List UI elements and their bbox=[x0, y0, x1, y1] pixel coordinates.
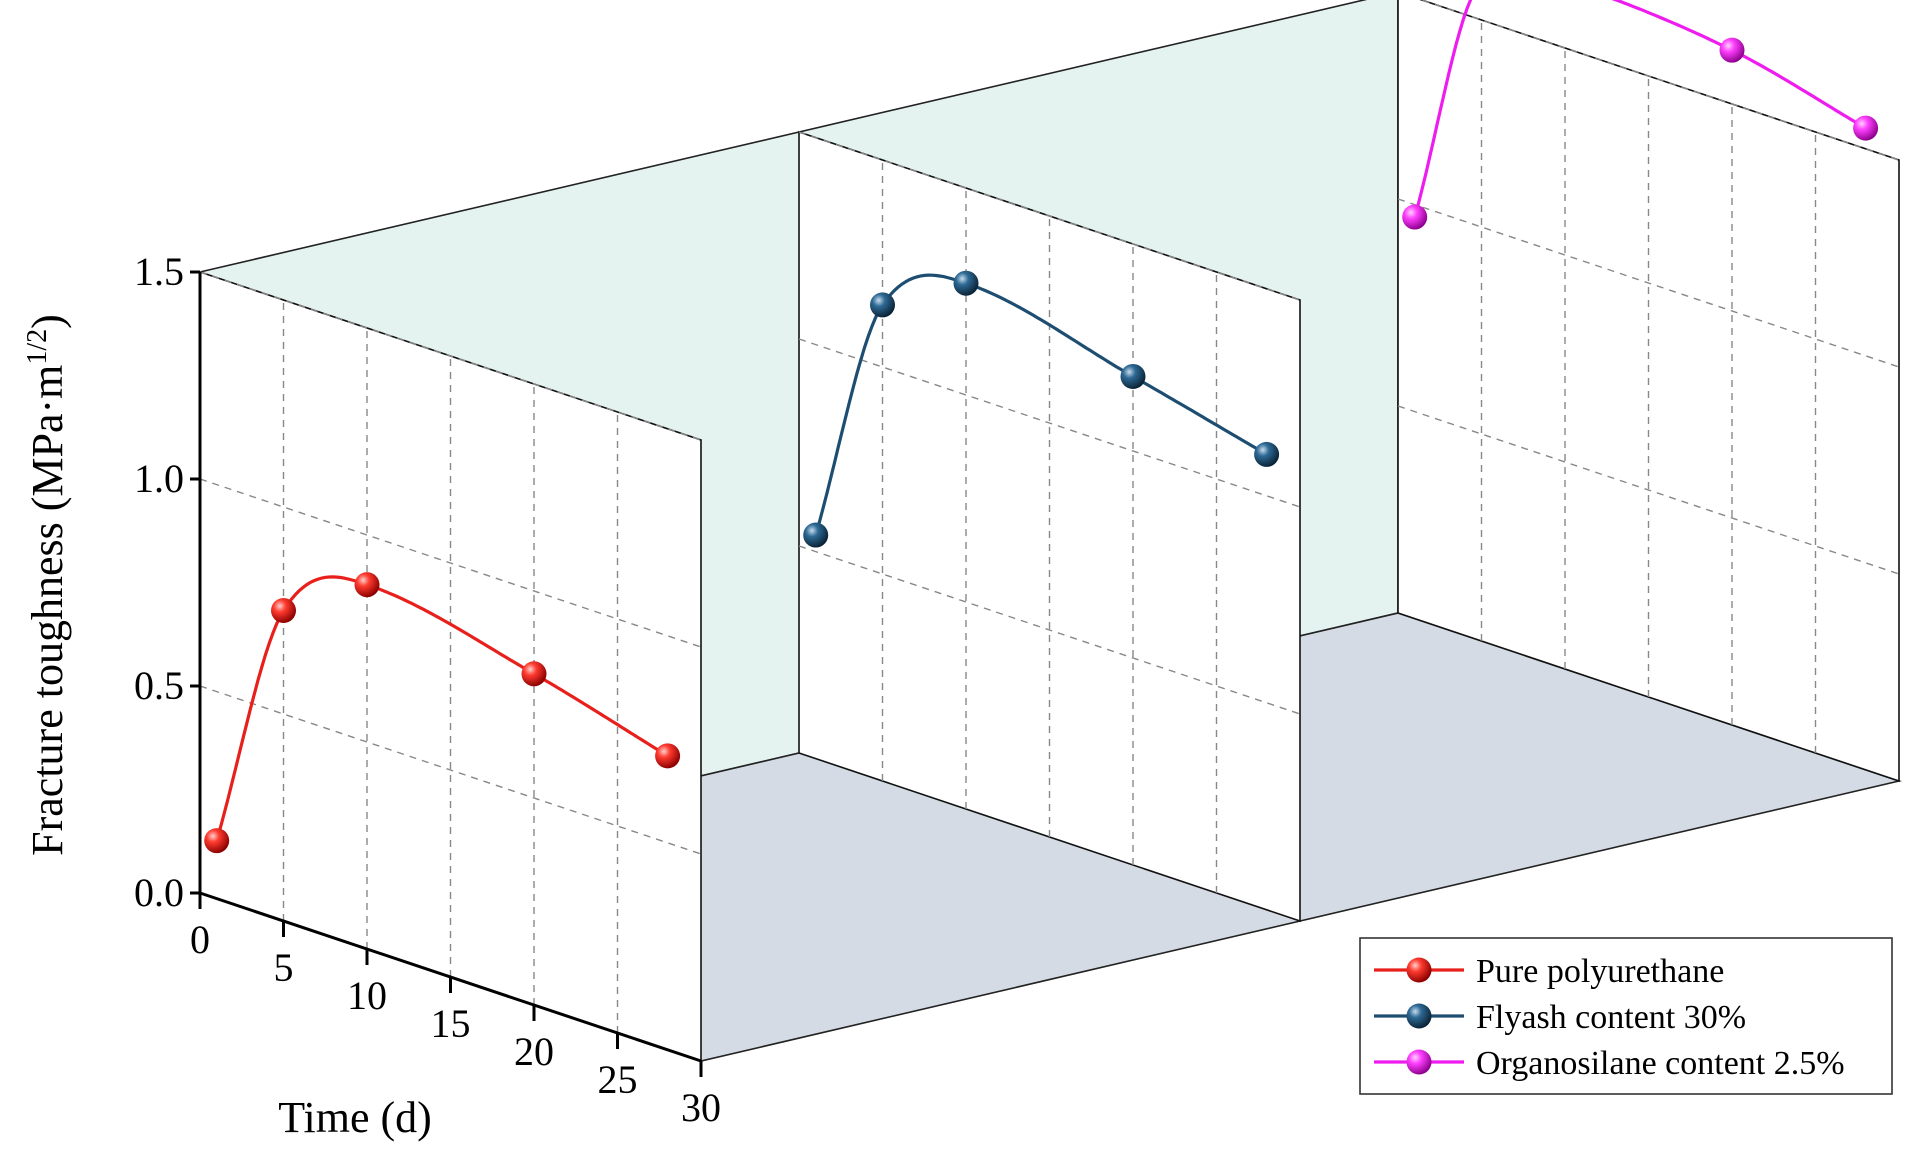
legend-label: Pure polyurethane bbox=[1476, 953, 1724, 990]
legend-label: Organosilane content 2.5% bbox=[1476, 1045, 1845, 1082]
panel-3 bbox=[1397, 0, 1900, 783]
data-point bbox=[204, 828, 230, 854]
y-axis-title: Fracture toughness (MPa·m1/2) bbox=[22, 314, 72, 856]
grid-line-h bbox=[798, 131, 1301, 301]
x-tick-label: 15 bbox=[431, 1001, 471, 1046]
x-tick-label: 5 bbox=[274, 945, 294, 990]
y-tick-label: 1.0 bbox=[134, 456, 184, 501]
panel-2 bbox=[798, 130, 1301, 923]
y-tick-label: 0.5 bbox=[134, 663, 184, 708]
legend: Pure polyurethane Flyash content 30% Organ… bbox=[1359, 937, 1893, 1095]
y-tick-label: 1.5 bbox=[134, 249, 184, 294]
x-tick-label: 10 bbox=[347, 973, 387, 1018]
panel-1 bbox=[199, 270, 702, 1063]
data-point bbox=[953, 270, 979, 296]
axes: 0.0 0.5 1.0 1.5 Fracture toughness (MPa·m1/2… bbox=[22, 249, 721, 1142]
data-point bbox=[1402, 204, 1428, 230]
x-tick-label: 30 bbox=[681, 1085, 721, 1130]
series-line bbox=[1413, 0, 1867, 218]
grid-line-h bbox=[199, 271, 702, 441]
data-point bbox=[1254, 441, 1280, 467]
grid-line-h bbox=[199, 478, 702, 648]
grid-line-h bbox=[199, 685, 702, 855]
x-axis-title: Time (d) bbox=[278, 1093, 432, 1142]
series-line bbox=[814, 273, 1268, 536]
grid-line-h bbox=[798, 338, 1301, 508]
legend-label: Flyash content 30% bbox=[1476, 999, 1746, 1036]
legend-marker bbox=[1406, 1049, 1432, 1075]
series-line bbox=[215, 575, 669, 842]
data-point bbox=[1120, 363, 1146, 389]
data-point bbox=[521, 661, 547, 687]
grid-line-h bbox=[1397, 198, 1900, 368]
data-point bbox=[271, 598, 296, 623]
grid-line-h bbox=[1397, 405, 1900, 575]
data-point bbox=[1719, 37, 1745, 63]
grid-line-h bbox=[1419, 0, 1900, 161]
panels bbox=[199, 0, 1900, 1063]
legend-marker bbox=[1406, 1003, 1432, 1029]
x-tick-label: 25 bbox=[598, 1057, 638, 1102]
x-tick-label: 0 bbox=[190, 917, 210, 962]
x-tick-label: 20 bbox=[514, 1029, 554, 1074]
data-point bbox=[803, 522, 829, 548]
data-point bbox=[1853, 115, 1879, 141]
data-point bbox=[655, 743, 681, 769]
legend-marker bbox=[1406, 957, 1432, 983]
y-tick-label: 0.0 bbox=[134, 870, 184, 915]
data-point bbox=[870, 292, 895, 318]
grid-line-h bbox=[798, 545, 1301, 715]
data-point bbox=[354, 572, 380, 598]
